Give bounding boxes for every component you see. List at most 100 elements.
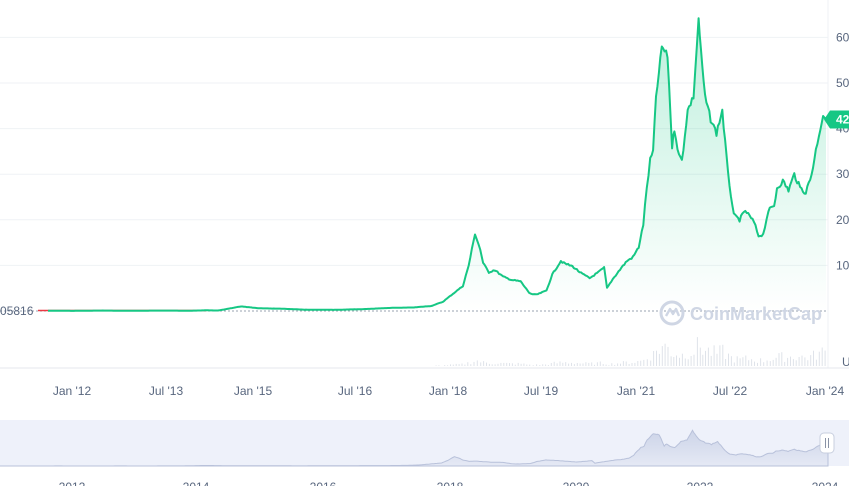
navigator-tick-label: 2024 [812, 480, 839, 486]
volume-bar [784, 361, 786, 366]
volume-bar [751, 359, 753, 366]
volume-bar [707, 347, 709, 366]
volume-bar [438, 365, 440, 366]
volume-bar [739, 358, 741, 366]
volume-bar [728, 353, 729, 366]
volume-bar [582, 363, 584, 366]
navigator-area [0, 429, 829, 467]
volume-bar [608, 365, 610, 366]
volume-bar [766, 360, 768, 366]
volume-bar [488, 363, 490, 366]
volume-bar [599, 361, 601, 366]
volume-bar [650, 360, 652, 366]
volume-bar [444, 365, 446, 366]
current-price-badge: 42 [824, 110, 849, 129]
volume-bar [736, 356, 738, 366]
volume-bar [568, 363, 570, 366]
volume-bar [579, 363, 581, 366]
volume-bar [804, 357, 806, 366]
volume-bar [571, 362, 572, 366]
x-tick-label: Jan '18 [429, 384, 468, 398]
volume-bar [545, 364, 547, 366]
navigator-tick-label: 2020 [563, 480, 590, 486]
volume-bar [818, 351, 820, 366]
x-tick-label: Jul '22 [713, 384, 748, 398]
volume-bar [467, 362, 469, 366]
volume-bar [807, 360, 809, 366]
volume-bar [705, 350, 706, 366]
volume-bar [622, 361, 624, 366]
volume-bar [628, 364, 630, 366]
volume-bar [713, 345, 715, 366]
volume-bar [716, 353, 718, 366]
volume-bar [503, 362, 505, 366]
volume-bar [673, 357, 675, 366]
price-area [48, 18, 826, 311]
volume-bar [748, 360, 750, 366]
volume-bar [620, 363, 621, 366]
volume-bar [757, 362, 758, 366]
x-tick-label: Jan '24 [806, 384, 845, 398]
volume-bar [658, 353, 660, 366]
volume-bar [602, 364, 604, 366]
volume-bar [667, 346, 669, 366]
navigator-tick-label: 2012 [59, 480, 86, 486]
right-axis-partial-label: U [842, 355, 849, 369]
range-navigator[interactable]: 2012 2014 2016 2018 2020 2022 2024 [0, 420, 849, 486]
volume-bar [790, 356, 791, 366]
volume-bar [476, 360, 478, 366]
volume-bar [486, 362, 487, 366]
volume-bar [509, 363, 510, 366]
volume-bar [539, 365, 541, 366]
volume-bar [696, 337, 698, 366]
watermark: CoinMarketCap [659, 300, 822, 326]
x-axis-ticks: Jan '12 Jul '13 Jan '15 Jul '16 Jan '18 Jul '… [53, 384, 845, 398]
volume-bar [511, 363, 513, 366]
navigator-handle-right[interactable] [819, 432, 835, 454]
volume-bar [596, 362, 598, 366]
volume-bar [520, 363, 522, 366]
volume-bar [742, 357, 744, 366]
volume-bar [517, 362, 519, 366]
volume-bar [491, 364, 493, 366]
volume-bar [506, 362, 508, 366]
volume-bar [447, 365, 449, 366]
volume-bar [813, 350, 814, 366]
volume-bar [594, 364, 595, 366]
volume-bar [778, 353, 780, 366]
volume-bar [661, 346, 663, 366]
volume-bar [542, 364, 544, 366]
volume-bar [710, 355, 712, 366]
volume-bar [573, 364, 575, 366]
volume-bar [769, 361, 771, 366]
volume-bar [450, 364, 451, 366]
volume-bar [529, 364, 531, 366]
current-price-label: 42 [836, 112, 849, 126]
volume-bar [483, 361, 485, 366]
volume-bar [634, 362, 636, 366]
volume-bar [523, 363, 525, 366]
volume-bar [576, 363, 578, 366]
volume-bar [656, 350, 657, 366]
x-tick-label: Jul '13 [149, 384, 184, 398]
volume-bar [464, 364, 466, 366]
volume-bar [559, 361, 561, 366]
volume-bar [614, 364, 616, 366]
volume-bar [646, 359, 648, 366]
volume-bar [536, 364, 538, 366]
price-line [48, 17, 827, 312]
volume-bar [631, 363, 633, 366]
volume-bar [754, 361, 755, 366]
navigator-tick-label: 2014 [183, 480, 210, 486]
volume-bar [480, 362, 482, 366]
volume-bar [500, 362, 502, 366]
volume-bar [562, 362, 564, 366]
volume-bar [637, 361, 639, 366]
volume-bar [553, 361, 555, 366]
price-area-fill [48, 18, 826, 311]
navigator-tick-label: 2016 [310, 480, 337, 486]
volume-bar [461, 363, 463, 366]
volume-bar [693, 354, 695, 366]
